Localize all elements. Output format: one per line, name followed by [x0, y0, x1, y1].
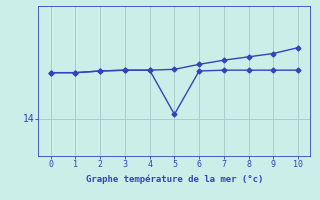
X-axis label: Graphe température de la mer (°c): Graphe température de la mer (°c)	[86, 175, 263, 184]
